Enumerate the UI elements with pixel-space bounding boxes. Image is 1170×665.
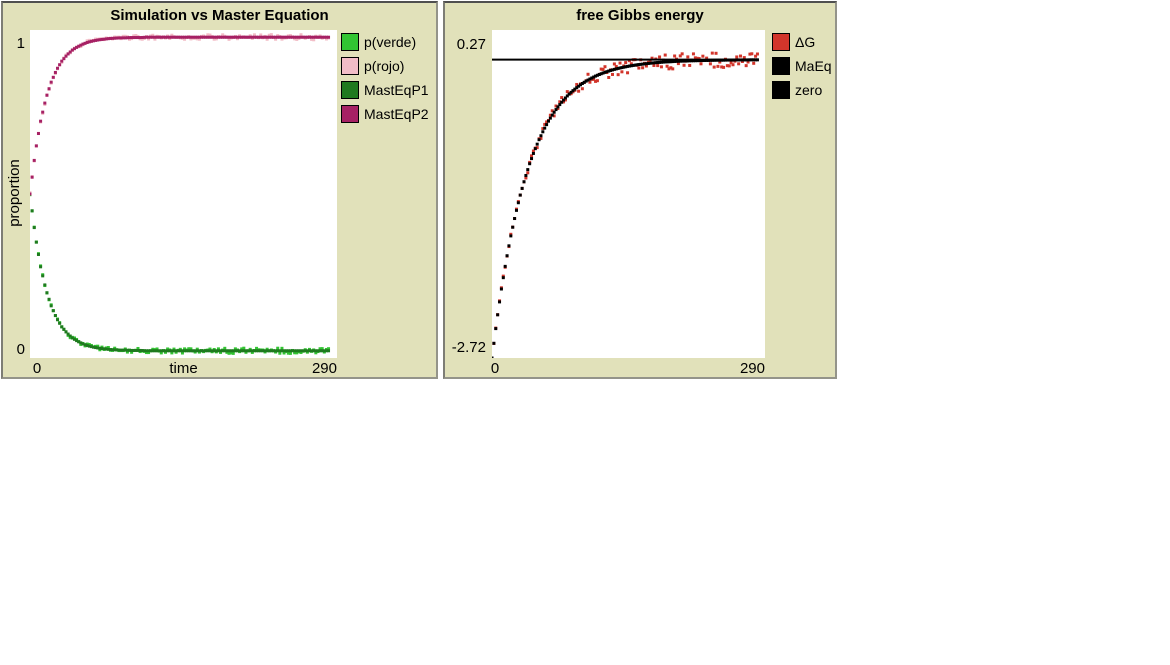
legend-label: MastEqP2	[364, 106, 429, 122]
y-axis-label: proportion	[6, 159, 23, 227]
x-axis-max-tick: 290	[311, 360, 337, 377]
legend-item-delta-g: ΔG	[772, 30, 832, 54]
legend-label: p(verde)	[364, 34, 417, 50]
x-axis-min-tick: 0	[490, 360, 500, 377]
y-axis-max-tick: 1	[16, 35, 25, 52]
x-axis-label: time	[169, 360, 198, 377]
y-axis-max-tick: 0.27	[456, 36, 486, 53]
legend-swatch-delta-g	[772, 33, 790, 51]
legend: ΔG MaEq zero	[772, 30, 832, 102]
legend-item-p-rojo: p(rojo)	[341, 54, 429, 78]
x-axis-min-tick: 0	[32, 360, 42, 377]
plot-title: Simulation vs Master Equation	[110, 7, 329, 24]
legend-item-masteqp1: MastEqP1	[341, 78, 429, 102]
legend-label: MastEqP1	[364, 82, 429, 98]
legend-item-zero: zero	[772, 78, 832, 102]
legend: p(verde) p(rojo) MastEqP1 MastEqP2	[341, 30, 429, 126]
legend-item-maeq: MaEq	[772, 54, 832, 78]
y-axis-min-tick: 0	[16, 341, 25, 358]
chart-series-layer	[30, 33, 331, 355]
legend-swatch-zero	[772, 81, 790, 99]
legend-swatch-p-rojo	[341, 57, 359, 75]
legend-label: zero	[795, 82, 823, 98]
plot-canvas	[30, 30, 337, 358]
y-axis-min-tick: -2.72	[451, 339, 486, 356]
legend-swatch-masteqp1	[341, 81, 359, 99]
legend-swatch-p-verde	[341, 33, 359, 51]
legend-label: MaEq	[795, 58, 832, 74]
legend-label: ΔG	[795, 34, 816, 50]
legend-swatch-masteqp2	[341, 105, 359, 123]
plot-canvas	[492, 30, 765, 358]
plot-title: free Gibbs energy	[576, 7, 704, 24]
legend-label: p(rojo)	[364, 58, 405, 74]
chart-series-layer	[492, 51, 759, 358]
plot-widget-simulation-vs-master-equation: Simulation vs Master Equation proportion…	[1, 1, 438, 379]
legend-item-masteqp2: MastEqP2	[341, 102, 429, 126]
legend-swatch-maeq	[772, 57, 790, 75]
plot-widget-free-gibbs-energy: free Gibbs energy 0.27 -2.72 0 290 ΔG Ma…	[443, 1, 837, 379]
x-axis-max-tick: 290	[739, 360, 765, 377]
legend-item-p-verde: p(verde)	[341, 30, 429, 54]
